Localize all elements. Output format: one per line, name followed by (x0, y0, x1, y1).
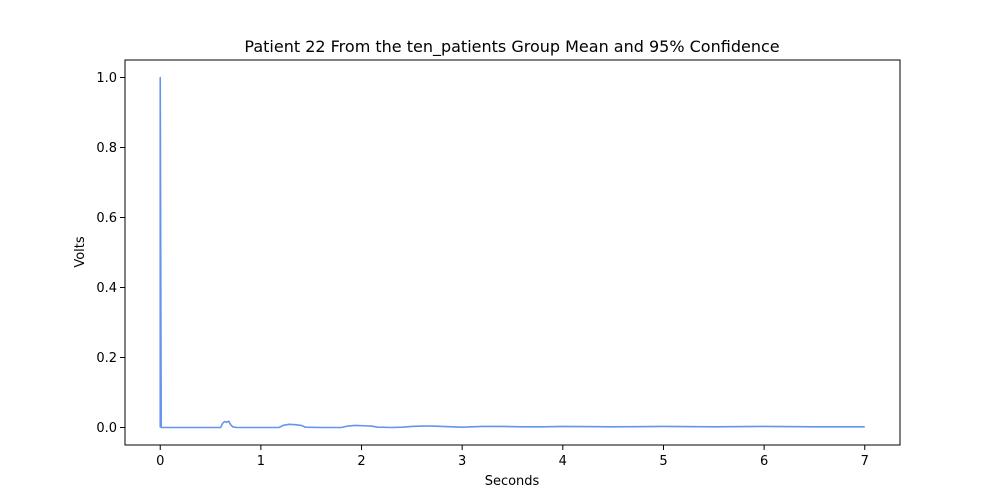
y-tick-label: 1.0 (96, 71, 117, 86)
chart-title: Patient 22 From the ten_patients Group M… (244, 37, 779, 57)
x-tick-label: 4 (559, 454, 567, 469)
y-tick-label: 0.4 (96, 281, 117, 296)
y-tick-label: 0.0 (96, 421, 117, 436)
x-tick-label: 2 (357, 454, 365, 469)
series-layer (159, 76, 865, 429)
plot-area-frame (124, 59, 901, 446)
y-tick-label: 0.6 (96, 211, 117, 226)
x-tick-label: 3 (458, 454, 466, 469)
x-tick-label: 7 (861, 454, 869, 469)
x-tick-label: 5 (659, 454, 667, 469)
x-tick-label: 1 (257, 454, 265, 469)
y-axis-label: Volts (73, 236, 88, 268)
x-axis-label: Seconds (485, 474, 540, 489)
x-tick-label: 0 (156, 454, 164, 469)
x-axis: 0 1 2 3 4 5 6 7 (156, 445, 869, 469)
y-axis: 0.0 0.2 0.4 0.6 0.8 1.0 (96, 71, 125, 436)
x-tick-label: 6 (760, 454, 768, 469)
series-line-0 (159, 76, 865, 429)
y-tick-label: 0.2 (96, 351, 117, 366)
y-tick-label: 0.8 (96, 141, 117, 156)
